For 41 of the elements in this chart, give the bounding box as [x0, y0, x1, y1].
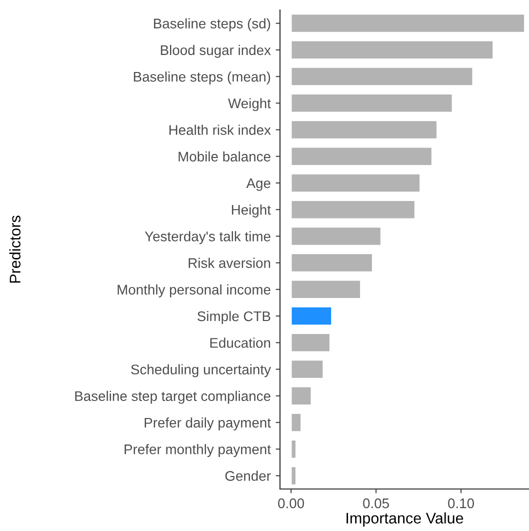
bar	[290, 13, 526, 34]
bar	[290, 439, 297, 460]
x-tick-label: 0.05	[363, 498, 389, 508]
bar	[290, 306, 333, 326]
y-tick-label: Mobile balance	[178, 151, 270, 162]
y-tick-label: Baseline steps (sd)	[154, 18, 270, 32]
bar	[290, 386, 312, 406]
y-tick-label: Health risk index	[169, 124, 271, 135]
bar	[290, 332, 331, 353]
bar	[290, 146, 433, 166]
y-tick-label: Gender	[225, 470, 271, 481]
y-tick-label: Prefer monthly payment	[124, 444, 271, 457]
y-tick-label: Baseline steps (mean)	[134, 71, 270, 84]
y-tick-label: Prefer daily payment	[144, 417, 271, 430]
bar	[290, 252, 374, 273]
x-tick-label: 0.10	[448, 498, 474, 508]
bar	[290, 200, 416, 220]
bar	[290, 466, 297, 486]
y-tick-label: Blood sugar index	[160, 44, 271, 58]
y-tick-label: Yesterday's talk time	[144, 231, 270, 244]
y-tick-label: Monthly personal income	[118, 284, 270, 298]
y-tick-label: Scheduling uncertainty	[131, 364, 271, 378]
bar	[290, 66, 474, 87]
y-tick-label: Age	[246, 178, 270, 191]
y-tick-label: Weight	[228, 98, 271, 112]
bar	[290, 40, 494, 60]
y-tick-label: Education	[210, 338, 270, 348]
y-axis-title: Predictors	[9, 216, 21, 283]
bar	[290, 279, 362, 300]
bar	[290, 93, 454, 114]
bar	[290, 120, 438, 140]
y-tick-label: Height	[232, 204, 271, 218]
y-tick-label: Risk aversion	[188, 258, 270, 268]
y-tick-label: Baseline step target compliance	[75, 390, 270, 404]
bar	[290, 226, 382, 246]
x-axis-title: Importance Value	[346, 512, 464, 527]
bar	[290, 412, 302, 432]
bar	[290, 359, 324, 380]
x-tick-label: 0.00	[278, 498, 304, 508]
bar	[290, 172, 421, 193]
y-tick-label: Simple CTB	[198, 310, 270, 324]
